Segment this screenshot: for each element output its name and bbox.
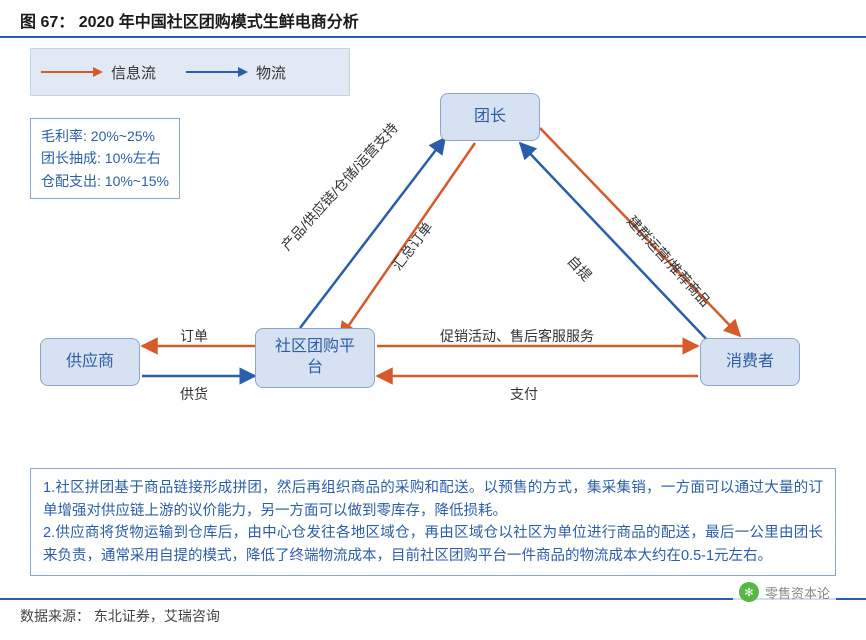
legend-label-info: 信息流	[111, 62, 156, 83]
node-label: 社区团购平 台	[275, 337, 355, 379]
legend-label-logistics: 物流	[256, 62, 286, 83]
metric-key: 毛利率:	[41, 128, 87, 144]
node-label: 团长	[474, 107, 506, 128]
node-label: 供应商	[66, 352, 114, 373]
description-p1: 1.社区拼团基于商品链接形成拼团，然后再组织商品的采购和配送。以预售的方式，集采…	[43, 477, 823, 522]
legend-item-info: 信息流	[41, 62, 156, 83]
metric-key: 团长抽成:	[41, 150, 101, 166]
diagram-canvas: 信息流 物流 毛利率: 20%~25% 团长抽成: 10%左右 仓配支出: 10…	[0, 38, 866, 598]
wechat-text: 零售资本论	[765, 583, 830, 602]
metric-row: 仓配支出: 10%~15%	[41, 170, 169, 192]
legend-item-logistics: 物流	[186, 62, 286, 83]
description-box: 1.社区拼团基于商品链接形成拼团，然后再组织商品的采购和配送。以预售的方式，集采…	[30, 468, 836, 576]
description-p2: 2.供应商将货物运输到仓库后，由中心仓发往各地区域仓，再由区域仓以社区为单位进行…	[43, 522, 823, 567]
metric-row: 毛利率: 20%~25%	[41, 125, 169, 147]
edge-label-e5: 订单	[180, 326, 208, 346]
figure-prefix: 图	[20, 14, 36, 31]
edge-label-e7: 促销活动、售后客服服务	[440, 326, 594, 346]
legend-arrow-info	[41, 71, 101, 73]
edge-label-e1: 产品/供应链/仓储/运营支持	[277, 118, 403, 255]
wechat-watermark: ✻ 零售资本论	[733, 580, 836, 604]
figure-header: 图 67： 2020 年中国社区团购模式生鲜电商分析	[0, 0, 866, 38]
figure-number: 67：	[40, 14, 74, 31]
wechat-icon: ✻	[739, 582, 759, 602]
footer-sources: 东北证券，艾瑞咨询	[94, 608, 220, 624]
metrics-box: 毛利率: 20%~25% 团长抽成: 10%左右 仓配支出: 10%~15%	[30, 118, 180, 199]
edge-label-e2: 汇总订单	[387, 218, 437, 274]
node-supplier: 供应商	[40, 338, 140, 386]
node-label: 消费者	[726, 352, 774, 373]
edge-e4	[520, 143, 710, 343]
edge-label-e4: 自提	[563, 251, 597, 285]
metric-val: 10%左右	[105, 150, 161, 166]
metric-row: 团长抽成: 10%左右	[41, 147, 169, 169]
metric-val: 10%~15%	[105, 173, 169, 189]
node-group-leader: 团长	[440, 93, 540, 141]
metric-val: 20%~25%	[91, 128, 155, 144]
legend-arrow-logistics	[186, 71, 246, 73]
edge-label-e6: 供货	[180, 384, 208, 404]
figure-title: 2020 年中国社区团购模式生鲜电商分析	[79, 14, 359, 31]
node-platform: 社区团购平 台	[255, 328, 375, 388]
node-consumer: 消费者	[700, 338, 800, 386]
legend-box: 信息流 物流	[30, 48, 350, 96]
edge-label-e3: 建群运营/推荐商品	[623, 211, 715, 311]
footer-label: 数据来源：	[20, 608, 90, 624]
edge-label-e8: 支付	[510, 384, 538, 404]
metric-key: 仓配支出:	[41, 173, 101, 189]
